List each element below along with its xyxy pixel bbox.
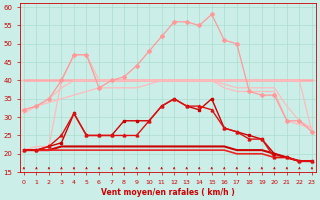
X-axis label: Vent moyen/en rafales ( km/h ): Vent moyen/en rafales ( km/h ) — [101, 188, 235, 197]
